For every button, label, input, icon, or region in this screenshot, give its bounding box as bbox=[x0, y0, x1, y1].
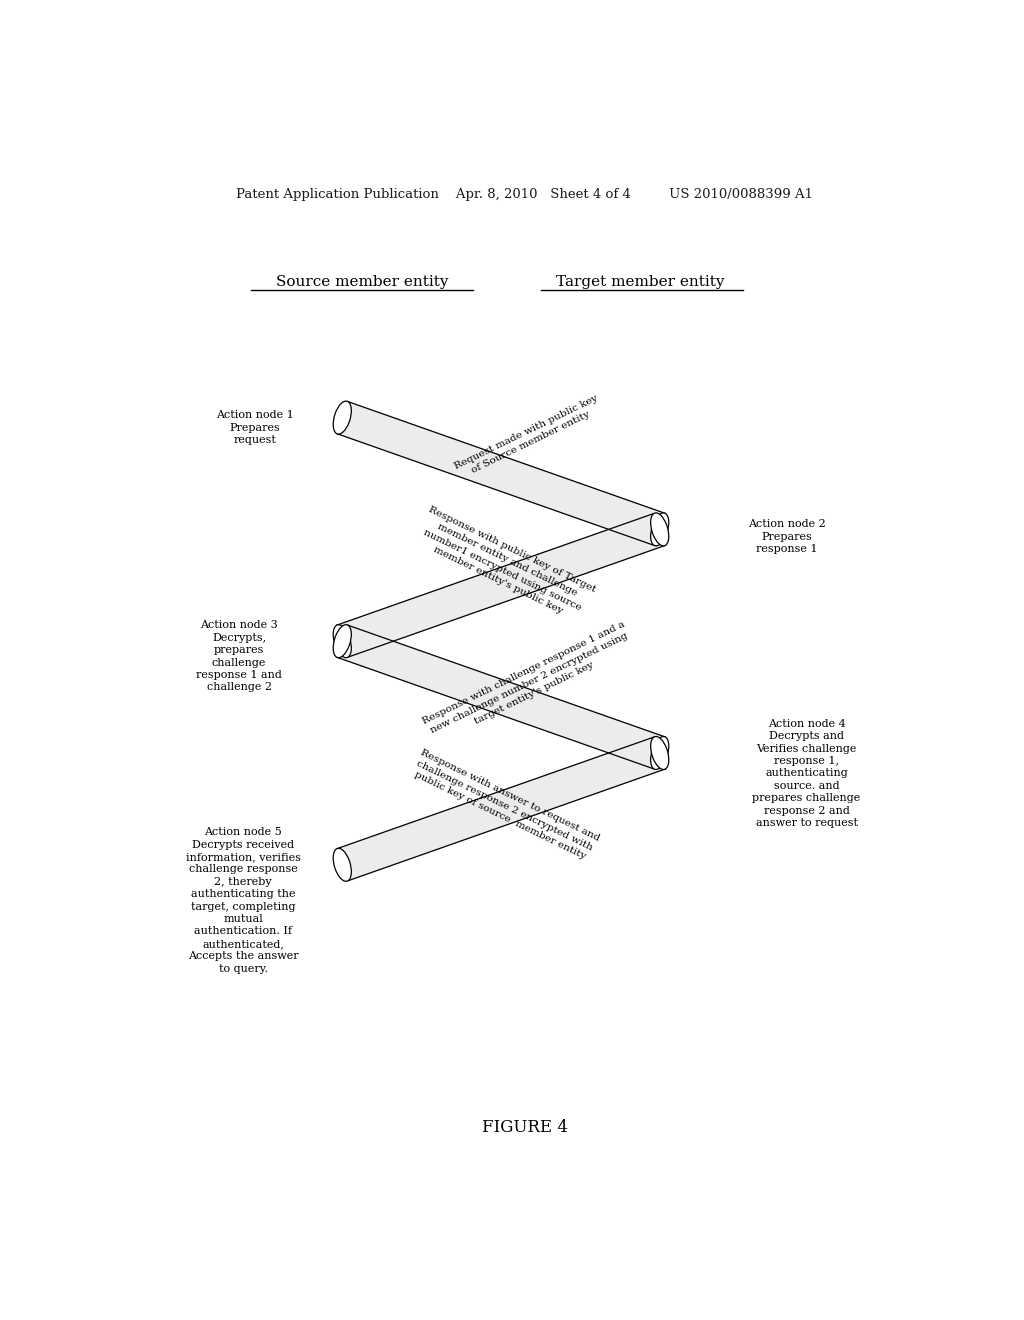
Polygon shape bbox=[337, 737, 666, 880]
Ellipse shape bbox=[333, 624, 351, 657]
Ellipse shape bbox=[650, 737, 669, 770]
Polygon shape bbox=[337, 401, 666, 545]
Polygon shape bbox=[337, 626, 666, 770]
Text: Target member entity: Target member entity bbox=[556, 276, 724, 289]
Text: Action node 1
Prepares
request: Action node 1 Prepares request bbox=[216, 411, 294, 445]
Text: Action node 4
Decrypts and
Verifies challenge
response 1,
authenticating
source.: Action node 4 Decrypts and Verifies chal… bbox=[753, 718, 860, 828]
Text: Request made with public key
of Source member entity: Request made with public key of Source m… bbox=[454, 393, 604, 480]
Text: Source member entity: Source member entity bbox=[275, 276, 449, 289]
Text: FIGURE 4: FIGURE 4 bbox=[482, 1118, 567, 1135]
Text: Response with answer to request and
challenge response 2 encrypted with
public k: Response with answer to request and chal… bbox=[409, 748, 601, 863]
Ellipse shape bbox=[650, 513, 669, 546]
Text: Response with challenge response 1 and a
new challenge number 2 encrypted using
: Response with challenge response 1 and a… bbox=[421, 619, 636, 746]
Ellipse shape bbox=[333, 624, 351, 657]
Text: Response with public key of Target
member entity and challenge
number1 encrypted: Response with public key of Target membe… bbox=[413, 506, 597, 624]
Ellipse shape bbox=[333, 849, 351, 882]
Text: Action node 2
Prepares
response 1: Action node 2 Prepares response 1 bbox=[748, 519, 825, 554]
Text: Patent Application Publication    Apr. 8, 2010   Sheet 4 of 4         US 2010/00: Patent Application Publication Apr. 8, 2… bbox=[237, 189, 813, 202]
Ellipse shape bbox=[650, 737, 669, 770]
Ellipse shape bbox=[650, 513, 669, 546]
Polygon shape bbox=[337, 513, 666, 657]
Text: Action node 5
Decrypts received
information, verifies
challenge response
2, ther: Action node 5 Decrypts received informat… bbox=[185, 828, 301, 974]
Ellipse shape bbox=[333, 401, 351, 434]
Text: Action node 3
Decrypts,
prepares
challenge
response 1 and
challenge 2: Action node 3 Decrypts, prepares challen… bbox=[197, 620, 282, 693]
